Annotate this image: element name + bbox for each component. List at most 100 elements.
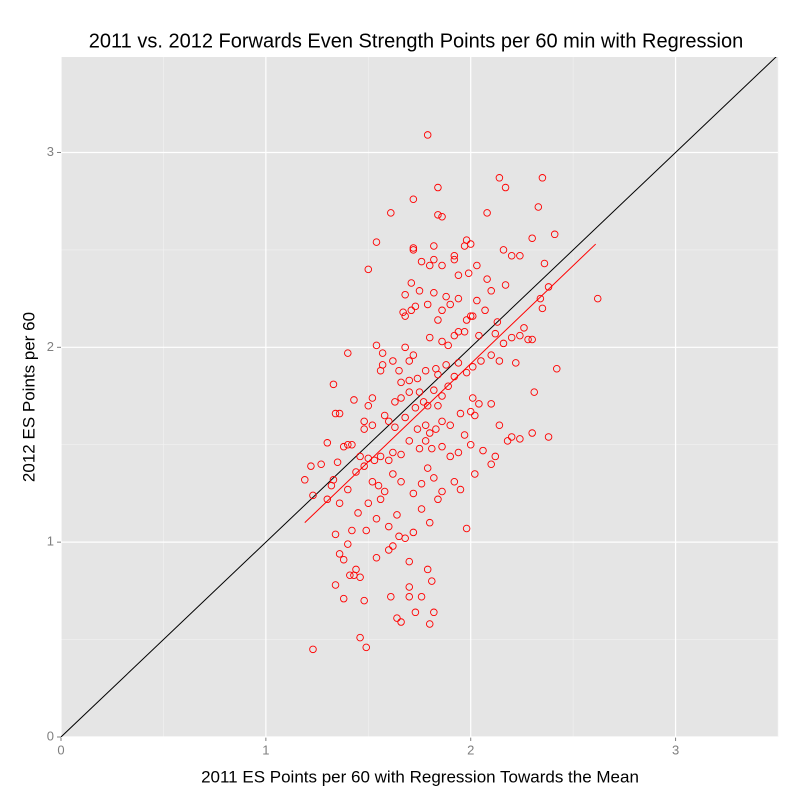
point — [405, 583, 414, 591]
point — [335, 499, 344, 507]
point — [538, 174, 547, 182]
point — [323, 439, 332, 447]
point — [360, 462, 368, 470]
point — [487, 400, 495, 408]
point — [450, 372, 459, 381]
point — [495, 174, 504, 182]
point — [344, 485, 352, 494]
point — [344, 540, 352, 548]
point — [409, 351, 418, 359]
point — [348, 526, 356, 535]
point — [487, 287, 495, 295]
point — [389, 357, 397, 365]
point — [471, 411, 479, 420]
point — [421, 421, 430, 430]
point — [364, 499, 373, 507]
point — [495, 421, 504, 430]
point — [425, 333, 434, 342]
point — [456, 409, 465, 418]
point — [434, 316, 442, 324]
point — [456, 485, 465, 494]
point — [442, 361, 450, 369]
point — [483, 275, 491, 283]
point — [356, 573, 364, 581]
point — [430, 474, 438, 482]
point — [499, 339, 508, 348]
point — [397, 450, 405, 459]
x-tick-label: 3 — [672, 742, 679, 757]
point — [423, 402, 432, 410]
point — [471, 470, 479, 478]
point — [380, 411, 389, 420]
point — [438, 417, 446, 426]
x-tick-label: 2 — [467, 742, 474, 757]
point — [450, 255, 459, 264]
point — [409, 528, 418, 537]
point — [469, 394, 477, 402]
point — [339, 555, 348, 564]
chart-title: 2011 vs. 2012 Forwards Even Strength Poi… — [89, 30, 743, 52]
point — [393, 614, 401, 622]
point — [428, 577, 436, 585]
point — [346, 571, 354, 580]
point — [446, 421, 454, 430]
point — [540, 259, 549, 268]
point — [354, 509, 362, 517]
point — [389, 470, 397, 478]
point — [407, 306, 416, 315]
point — [487, 460, 495, 468]
point — [411, 403, 420, 412]
y-tick-label: 3 — [47, 144, 54, 159]
point — [407, 279, 416, 287]
point — [362, 526, 370, 535]
point — [446, 300, 454, 309]
point — [454, 294, 463, 303]
point — [430, 608, 438, 617]
point — [409, 195, 418, 203]
point — [538, 304, 547, 313]
point — [385, 456, 393, 465]
point — [425, 429, 434, 437]
point — [309, 645, 317, 654]
point — [454, 327, 463, 336]
point — [401, 312, 409, 320]
point — [491, 329, 500, 338]
point — [331, 581, 340, 589]
marks — [61, 57, 777, 737]
point — [405, 357, 414, 365]
point — [323, 495, 332, 504]
point — [401, 343, 409, 352]
point — [483, 209, 491, 217]
point — [434, 211, 442, 219]
point — [495, 357, 504, 365]
point — [520, 324, 528, 332]
point — [491, 452, 500, 461]
y-tick-label: 2 — [47, 339, 54, 354]
point — [307, 462, 315, 470]
point — [385, 417, 393, 426]
point — [534, 203, 543, 211]
x-axis-label: 2011 ES Points per 60 with Regression To… — [201, 767, 639, 786]
point — [362, 643, 370, 652]
point — [450, 251, 459, 260]
point — [507, 333, 516, 342]
point — [417, 479, 426, 488]
point — [481, 306, 489, 315]
y-tick-label: 1 — [47, 534, 54, 549]
point — [528, 335, 536, 344]
x-tick-label: 0 — [57, 742, 64, 757]
point — [450, 331, 459, 340]
point — [339, 594, 348, 603]
point — [473, 261, 481, 270]
point — [430, 289, 438, 297]
point — [301, 476, 309, 484]
point — [464, 269, 473, 278]
x-tick-label: 1 — [262, 742, 269, 757]
point — [462, 316, 471, 324]
point — [438, 261, 446, 270]
point — [405, 557, 414, 566]
point — [378, 349, 387, 357]
point — [442, 292, 450, 301]
point — [401, 413, 409, 422]
point — [401, 290, 409, 299]
